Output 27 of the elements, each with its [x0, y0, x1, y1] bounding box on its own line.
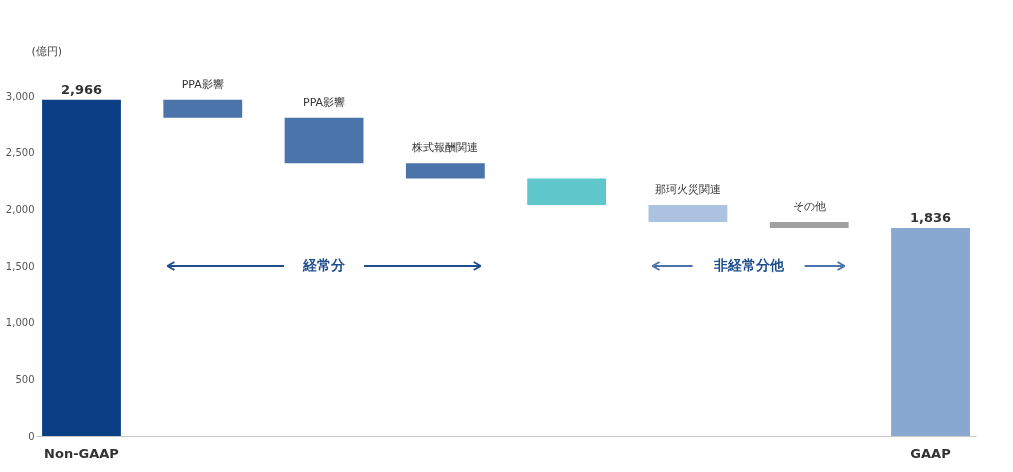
bar [769, 222, 849, 228]
x-tick-label: Non-GAAP [44, 446, 119, 461]
bar [163, 99, 243, 118]
y-tick-label: 1,500 [5, 260, 35, 272]
y-tick-label: 2,500 [5, 147, 35, 159]
annotation: 非経常分他 [712, 257, 785, 273]
y-tick-label: 3,000 [5, 90, 35, 102]
x-tick-label: 株式報酬関連 [411, 141, 479, 155]
y-tick-label: 500 [15, 373, 35, 385]
x-tick-label: その他 [792, 200, 826, 214]
data-label: 1,836 [909, 209, 952, 225]
x-tick-label: 那珂火災関連 [654, 183, 721, 197]
annotation: 経常分 [302, 257, 347, 273]
bar [42, 99, 121, 436]
y-tick-label: 2,000 [5, 203, 35, 215]
x-tick-label: PPA影響 [181, 77, 224, 91]
bar [648, 205, 728, 223]
y-tick-label: 1,000 [5, 317, 35, 329]
x-tick-label: PPA影響 [303, 95, 346, 109]
data-label: 2,966 [60, 81, 103, 97]
bar [405, 163, 485, 179]
x-tick-label: GAAP [910, 446, 951, 461]
bar [284, 117, 364, 164]
bar [527, 178, 607, 206]
y-axis-title: (億円) [31, 44, 63, 58]
y-tick-label: 0 [28, 430, 35, 442]
bar [891, 227, 970, 436]
